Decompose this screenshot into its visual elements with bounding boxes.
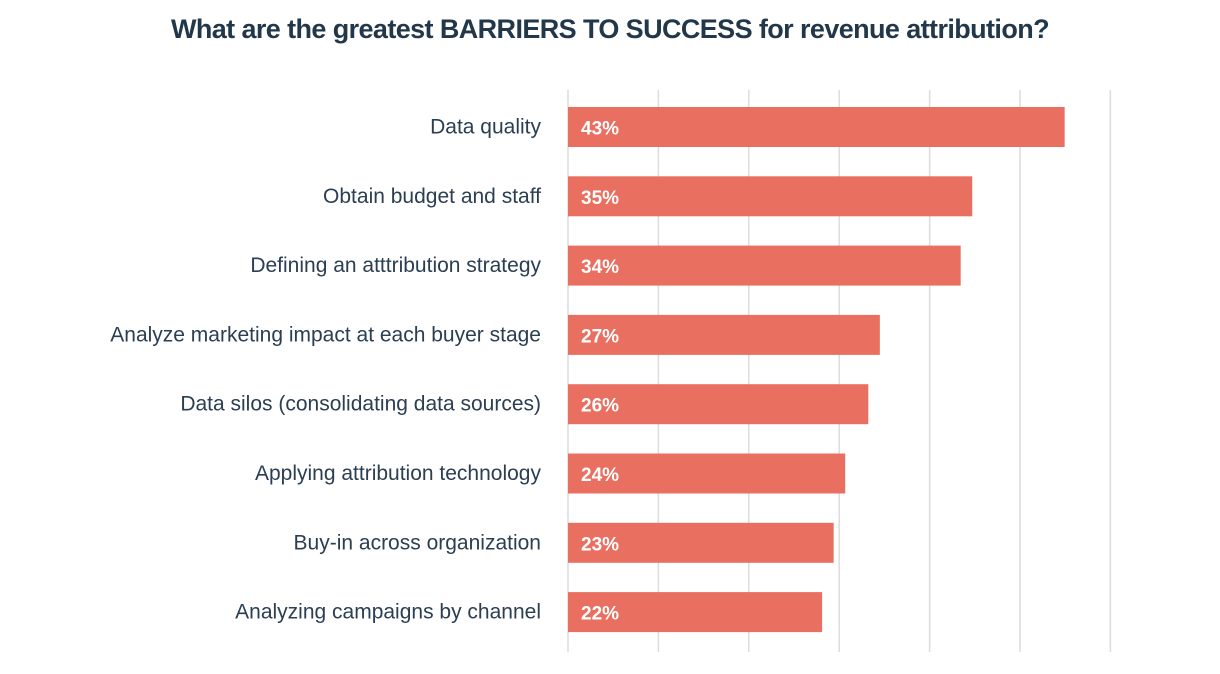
data-label: 22% <box>581 604 619 625</box>
chart-title: What are the greatest BARRIERS TO SUCCES… <box>170 14 1050 44</box>
bar <box>568 522 834 563</box>
data-label: 24% <box>581 465 619 486</box>
data-labels: 43% 35% 34% 27% 26% 24% 23% 22% <box>581 119 619 625</box>
bar <box>568 592 823 633</box>
data-label: 34% <box>581 257 619 278</box>
category-label: Analyzing campaigns by channel <box>235 601 541 624</box>
bar <box>568 245 961 286</box>
category-label: Buy-in across organization <box>294 531 541 554</box>
bar <box>568 176 973 217</box>
data-label: 35% <box>581 188 619 209</box>
bar <box>568 107 1065 147</box>
grid-lines <box>567 90 1112 652</box>
category-label: Analyze marketing impact at each buyer s… <box>110 323 541 346</box>
bars <box>568 107 1065 633</box>
data-label: 26% <box>581 396 619 417</box>
data-label: 23% <box>581 534 619 555</box>
category-label: Applying attribution technology <box>255 462 542 485</box>
bar <box>568 384 869 425</box>
bar <box>568 314 880 355</box>
bar <box>568 453 846 494</box>
data-label: 43% <box>581 119 619 140</box>
category-label: Data silos (consolidating data sources) <box>180 393 541 416</box>
category-label: Data quality <box>430 116 541 139</box>
category-labels: Data quality Obtain budget and staff Defin… <box>110 116 541 624</box>
data-label: 27% <box>581 326 619 347</box>
category-label: Obtain budget and staff <box>323 185 541 208</box>
category-label: Defining an atttribution strategy <box>250 254 541 277</box>
